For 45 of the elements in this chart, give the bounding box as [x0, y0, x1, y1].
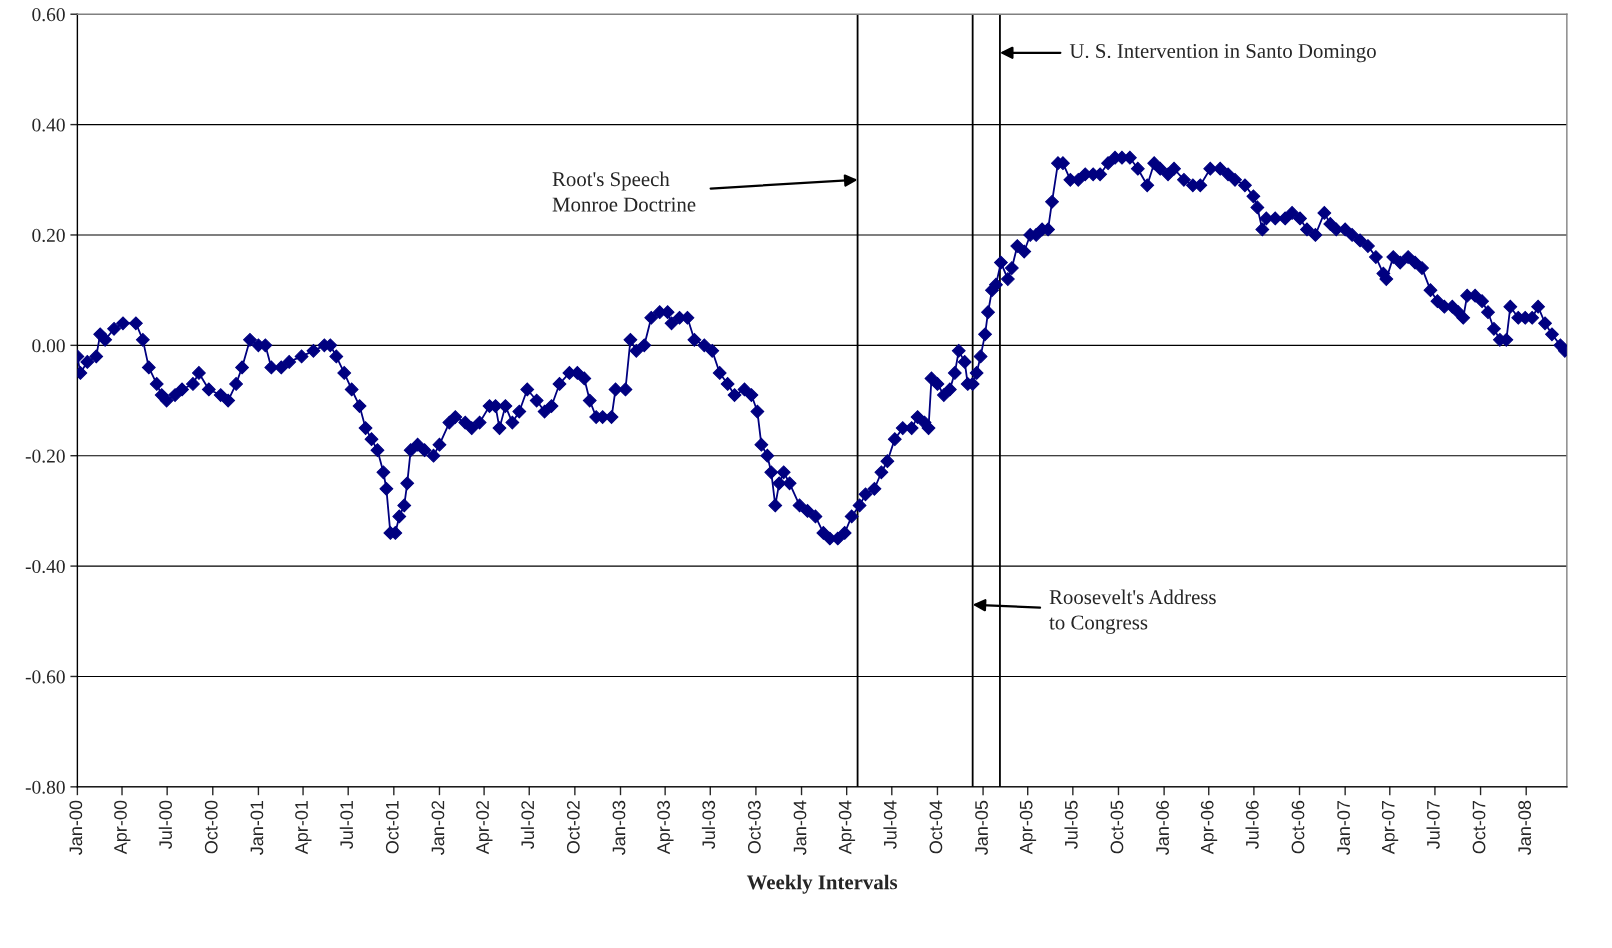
x-tick-label: Jan-02: [431, 800, 445, 855]
x-tick-label: Apr-07: [1381, 800, 1399, 855]
y-tick-label: -0.60: [25, 670, 65, 684]
annotation: U. S. Intervention in Santo Domingo: [1069, 44, 1376, 63]
x-tick-label: Jul-07: [1426, 800, 1440, 849]
x-tick-label: Jan-04: [793, 800, 807, 855]
x-tick-label: Jan-00: [69, 800, 83, 855]
x-tick-label: Oct-06: [1291, 800, 1305, 854]
x-tick-label: Oct-05: [1110, 800, 1124, 854]
x-tick-label: Jul-05: [1064, 800, 1078, 849]
x-tick-label: Jul-01: [339, 800, 354, 849]
y-tick-label: 0.40: [32, 118, 65, 132]
x-axis-title: Weekly Intervals: [746, 874, 898, 894]
x-tick-label: Jul-02: [520, 800, 535, 849]
y-tick-label: 0.20: [32, 228, 65, 242]
y-tick-label: -0.20: [25, 449, 65, 463]
x-tick-label: Jan-05: [975, 800, 988, 855]
x-tick-label: Apr-02: [476, 800, 493, 855]
annotation: Roosevelt's Address to Congress: [1049, 589, 1216, 634]
x-tick-label: Oct-02: [566, 800, 580, 854]
x-tick-label: Jan-06: [1156, 800, 1169, 855]
x-tick-label: Apr-05: [1019, 800, 1037, 855]
x-tick-label: Oct-07: [1472, 800, 1486, 854]
y-tick-label: -0.40: [25, 559, 65, 574]
y-tick-label: 0.00: [32, 339, 65, 353]
x-tick-label: Jul-06: [1245, 800, 1259, 849]
x-tick-label: Jul-00: [158, 800, 172, 849]
x-tick-label: Oct-04: [929, 800, 943, 854]
x-tick-label: Apr-04: [838, 800, 856, 855]
x-tick-label: Jan-07: [1337, 800, 1350, 855]
annotation: Root's Speech Monroe Doctrine: [552, 171, 696, 212]
x-tick-label: Jul-04: [883, 800, 897, 849]
y-tick-label: 0.60: [32, 8, 65, 22]
x-tick-label: Jul-03: [701, 800, 716, 849]
x-tick-label: Oct-00: [204, 800, 218, 854]
x-tick-label: Oct-03: [747, 800, 761, 854]
x-tick-label: Apr-03: [657, 800, 674, 855]
x-tick-label: Apr-00: [114, 800, 131, 855]
x-tick-label: Jan-03: [612, 800, 626, 855]
x-tick-label: Oct-01: [385, 800, 399, 854]
x-tick-label: Jan-08: [1518, 800, 1532, 855]
x-tick-label: Apr-06: [1200, 800, 1218, 855]
x-tick-label: Apr-01: [295, 800, 312, 855]
x-tick-label: Jan-01: [250, 800, 264, 855]
y-tick-label: -0.80: [25, 780, 65, 794]
